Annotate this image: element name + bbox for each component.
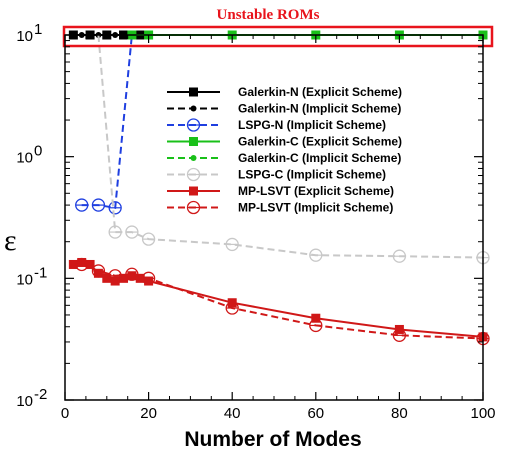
- unstable-roms-label: Unstable ROMs: [217, 7, 320, 23]
- legend-marker-1: [190, 105, 197, 112]
- legend-entry-2: LSPG-N (Implicit Scheme): [167, 118, 386, 132]
- x-tick-label-0: 0: [61, 405, 69, 422]
- point-6-10: [227, 298, 237, 308]
- x-tick-label-5: 100: [470, 405, 495, 422]
- legend-label-1: Galerkin-N (Implicit Scheme): [238, 102, 401, 116]
- y-tick-exp-1: -1: [34, 264, 47, 281]
- y-tick-exp-2: 0: [34, 143, 42, 160]
- legend-marker-3: [189, 137, 198, 146]
- legend-entry-7: MP-LSVT (Implicit Scheme): [167, 201, 393, 215]
- legend-label-2: LSPG-N (Implicit Scheme): [238, 118, 386, 132]
- point-6-9: [144, 276, 154, 286]
- x-tick-label-1: 20: [140, 405, 157, 422]
- series-5: [97, 34, 490, 265]
- point-6-7: [127, 271, 137, 281]
- legend-entry-5: LSPG-C (Implicit Scheme): [167, 168, 386, 182]
- legend-label-4: Galerkin-C (Implicit Scheme): [238, 151, 401, 165]
- point-6-11: [311, 313, 321, 323]
- legend-entry-4: Galerkin-C (Implicit Scheme): [167, 151, 401, 165]
- legend-marker-4: [190, 155, 197, 161]
- y-axis-title: ε: [4, 224, 17, 257]
- y-tick-label-1: 10: [16, 271, 33, 288]
- y-tick-exp-0: -2: [34, 386, 47, 403]
- point-6-6: [119, 273, 129, 283]
- series-line-2: [81, 34, 133, 209]
- point-6-0: [68, 259, 78, 269]
- legend-label-5: LSPG-C (Implicit Scheme): [238, 168, 386, 182]
- legend-entry-6: MP-LSVT (Explicit Scheme): [167, 184, 394, 198]
- x-axis-title: Number of Modes: [184, 428, 361, 451]
- x-tick-label-3: 60: [307, 405, 324, 422]
- point-6-4: [102, 273, 112, 283]
- legend-label-7: MP-LSVT (Implicit Scheme): [238, 201, 393, 215]
- point-6-3: [93, 268, 103, 278]
- legend-label-3: Galerkin-C (Explicit Scheme): [238, 135, 402, 149]
- legend: Galerkin-N (Explicit Scheme) Galerkin-N (…: [167, 85, 402, 215]
- y-tick-label-0: 10: [16, 393, 33, 410]
- series-2: [75, 34, 133, 215]
- legend-entry-0: Galerkin-N (Explicit Scheme): [167, 85, 402, 99]
- point-6-2: [85, 259, 95, 269]
- y-tick-exp-3: 1: [34, 21, 42, 38]
- legend-entry-3: Galerkin-C (Explicit Scheme): [167, 135, 402, 149]
- point-6-5: [110, 276, 120, 286]
- legend-marker-0: [189, 87, 198, 97]
- legend-label-0: Galerkin-N (Explicit Scheme): [238, 85, 402, 99]
- x-tick-label-2: 40: [224, 405, 241, 422]
- point-6-1: [77, 257, 87, 267]
- x-tick-label-4: 80: [391, 405, 408, 422]
- y-tick-label-2: 10: [16, 150, 33, 167]
- series-7: [75, 257, 490, 346]
- series-6: [68, 257, 488, 342]
- unstable-roms-box: [62, 25, 494, 48]
- legend-marker-6: [189, 186, 198, 196]
- y-tick-label-3: 10: [16, 28, 33, 45]
- legend-label-6: MP-LSVT (Explicit Scheme): [238, 184, 394, 198]
- point-6-8: [135, 273, 145, 283]
- legend-entry-1: Galerkin-N (Implicit Scheme): [167, 102, 401, 116]
